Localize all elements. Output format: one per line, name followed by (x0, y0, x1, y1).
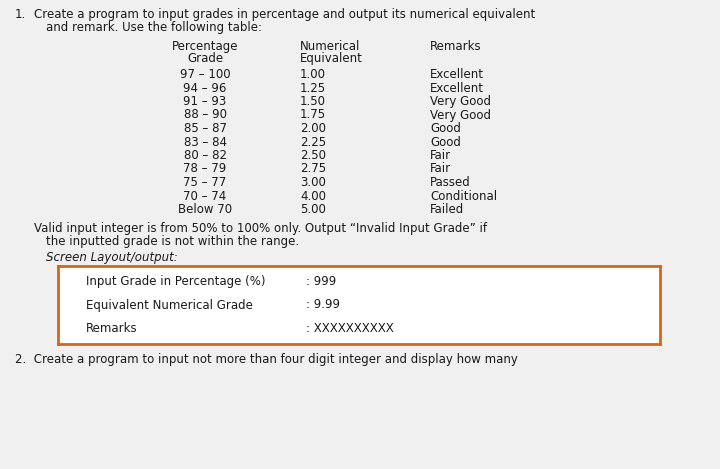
Text: the inputted grade is not within the range.: the inputted grade is not within the ran… (46, 234, 299, 248)
Text: Percentage: Percentage (172, 40, 238, 53)
Text: Good: Good (430, 122, 461, 135)
Text: 97 – 100: 97 – 100 (180, 68, 230, 81)
Text: 2.50: 2.50 (300, 149, 326, 162)
Text: Fair: Fair (430, 149, 451, 162)
Text: Excellent: Excellent (430, 68, 484, 81)
Text: Remarks: Remarks (86, 323, 138, 335)
Text: 2.  Create a program to input not more than four digit integer and display how m: 2. Create a program to input not more th… (15, 353, 518, 365)
Text: Input Grade in Percentage (%): Input Grade in Percentage (%) (86, 274, 266, 287)
Text: Valid input integer is from 50% to 100% only. Output “Invalid Input Grade” if: Valid input integer is from 50% to 100% … (34, 221, 487, 234)
Text: 1.00: 1.00 (300, 68, 326, 81)
Text: 2.75: 2.75 (300, 162, 326, 175)
Text: Numerical: Numerical (300, 40, 361, 53)
Text: 78 – 79: 78 – 79 (184, 162, 227, 175)
Text: Conditional: Conditional (430, 189, 497, 203)
Text: 85 – 87: 85 – 87 (184, 122, 227, 135)
Text: Create a program to input grades in percentage and output its numerical equivale: Create a program to input grades in perc… (34, 8, 535, 21)
Text: 3.00: 3.00 (300, 176, 326, 189)
Text: Excellent: Excellent (430, 82, 484, 94)
Text: Fair: Fair (430, 162, 451, 175)
Text: Passed: Passed (430, 176, 471, 189)
Text: : 9.99: : 9.99 (306, 298, 340, 311)
Text: Equivalent Numerical Grade: Equivalent Numerical Grade (86, 298, 253, 311)
Text: Failed: Failed (430, 203, 464, 216)
Text: 1.75: 1.75 (300, 108, 326, 121)
Text: 1.50: 1.50 (300, 95, 326, 108)
Text: Below 70: Below 70 (178, 203, 232, 216)
Text: Remarks: Remarks (430, 40, 482, 53)
Text: 5.00: 5.00 (300, 203, 326, 216)
Text: 1.25: 1.25 (300, 82, 326, 94)
Text: 2.25: 2.25 (300, 136, 326, 149)
Text: 80 – 82: 80 – 82 (184, 149, 227, 162)
Text: 1.: 1. (15, 8, 26, 21)
Text: 94 – 96: 94 – 96 (184, 82, 227, 94)
Text: Screen Layout/output:: Screen Layout/output: (46, 251, 178, 265)
Text: and remark. Use the following table:: and remark. Use the following table: (46, 21, 262, 34)
Text: Equivalent: Equivalent (300, 52, 363, 65)
Text: 83 – 84: 83 – 84 (184, 136, 227, 149)
Text: Very Good: Very Good (430, 108, 491, 121)
Text: 91 – 93: 91 – 93 (184, 95, 227, 108)
Text: Grade: Grade (187, 52, 223, 65)
Text: Good: Good (430, 136, 461, 149)
Text: : XXXXXXXXXX: : XXXXXXXXXX (306, 323, 394, 335)
Text: 4.00: 4.00 (300, 189, 326, 203)
Text: 2.00: 2.00 (300, 122, 326, 135)
Text: 88 – 90: 88 – 90 (184, 108, 227, 121)
Text: 75 – 77: 75 – 77 (184, 176, 227, 189)
Text: : 999: : 999 (306, 274, 336, 287)
Text: Very Good: Very Good (430, 95, 491, 108)
Text: 70 – 74: 70 – 74 (184, 189, 227, 203)
